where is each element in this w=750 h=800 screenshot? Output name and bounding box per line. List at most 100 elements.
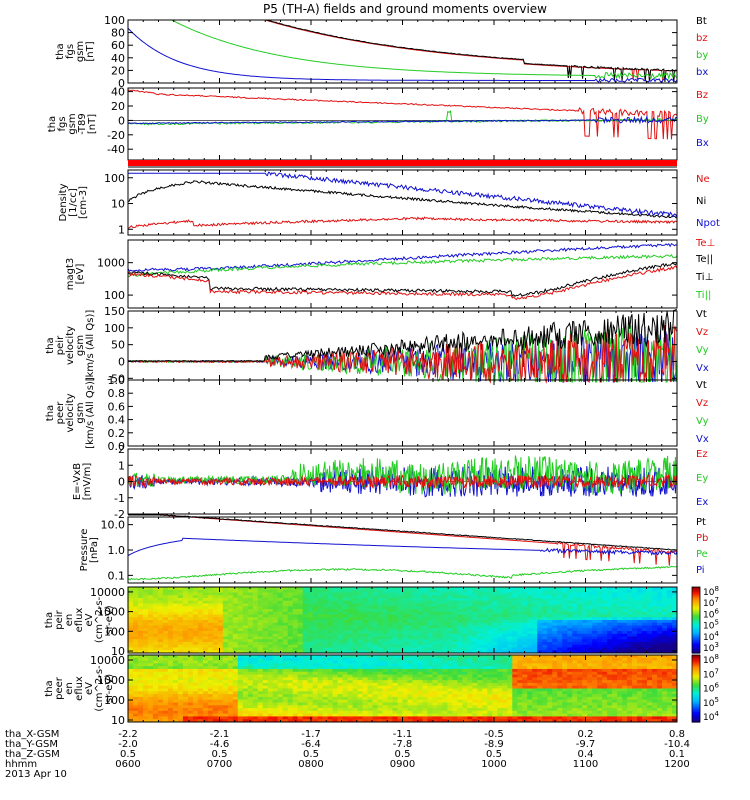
spectrogram-cell — [217, 589, 224, 593]
spectrogram-cell — [128, 614, 134, 618]
spectrogram-cell — [252, 611, 259, 615]
spectrogram-cell — [237, 716, 244, 720]
spectrogram-cell — [252, 657, 259, 662]
spectrogram-cell — [262, 657, 269, 662]
spectrogram-cell — [602, 592, 608, 596]
spectrogram-cell — [297, 713, 304, 717]
spectrogram-cell — [352, 705, 359, 709]
spectrogram-cell — [147, 620, 154, 624]
spectrogram-cell — [147, 631, 154, 635]
spectrogram-cell — [422, 642, 428, 646]
spectrogram-cell — [392, 617, 399, 621]
spectrogram-cell — [412, 622, 418, 626]
spectrogram-cell — [597, 620, 603, 624]
spectrogram-cell — [307, 666, 314, 670]
spectrogram-cell — [337, 668, 344, 673]
spectrogram-cell — [232, 696, 239, 701]
spectrogram-cell — [227, 716, 234, 720]
spectrogram-cell — [582, 617, 588, 621]
spectrogram-cell — [527, 606, 533, 610]
spectrogram-cell — [217, 702, 224, 706]
spectrogram-cell — [487, 650, 493, 654]
spectrogram-cell — [207, 668, 214, 673]
spectrogram-cell — [227, 702, 234, 706]
spectrogram-cell — [552, 636, 558, 640]
spectrogram-cell — [172, 625, 179, 629]
spectrogram-cell — [432, 633, 438, 637]
spectrogram-cell — [367, 592, 374, 596]
spectrogram-cell — [627, 600, 633, 604]
spectrogram-cell — [417, 622, 423, 626]
spectrogram-cell — [462, 644, 468, 648]
spectrogram-cell — [597, 603, 603, 607]
spectrogram-cell — [352, 716, 359, 720]
spectrogram-cell — [627, 609, 633, 613]
spectrogram-cell — [207, 620, 214, 624]
spectrogram-cell — [202, 595, 209, 599]
spectrogram-cell — [512, 603, 518, 607]
spectrogram-cell — [587, 622, 593, 626]
spectrogram-cell — [312, 682, 319, 687]
spectrogram-cell — [337, 622, 344, 626]
spectrogram-cell — [242, 663, 249, 667]
spectrogram-cell — [462, 589, 468, 593]
spectrogram-cell — [232, 592, 239, 596]
spectrogram-cell — [387, 694, 394, 698]
spectrogram-cell — [227, 691, 234, 695]
spectrogram-cell — [442, 587, 448, 591]
spectrogram-cell — [342, 691, 349, 695]
spectrogram-cell — [262, 713, 269, 717]
spectrogram-cell — [337, 685, 344, 689]
spectrogram-cell — [128, 708, 134, 712]
spectrogram-cell — [412, 639, 418, 643]
spectrogram-cell — [482, 633, 488, 637]
spectrogram-cell — [612, 600, 618, 604]
spectrogram-cell — [267, 708, 274, 712]
spectrogram-cell — [392, 595, 399, 599]
spectrogram-cell — [542, 642, 548, 646]
spectrogram-cell — [357, 671, 364, 676]
spectrogram-cell — [637, 628, 643, 632]
spectrogram-cell — [387, 696, 394, 701]
spectrogram-cell — [227, 617, 234, 621]
spectrogram-cell — [502, 589, 508, 593]
spectrogram-cell — [197, 694, 204, 698]
spectrogram-cell — [247, 595, 254, 599]
spectrogram-cell — [612, 611, 618, 615]
spectrogram-cell — [157, 587, 164, 591]
spectrogram-cell — [202, 620, 209, 624]
spectrogram-cell — [542, 611, 548, 615]
spectrogram-cell — [507, 642, 513, 646]
spectrogram-cell — [282, 622, 289, 626]
spectrogram-cell — [352, 644, 359, 648]
spectrogram-cell — [277, 657, 284, 662]
spectrogram-cell — [482, 642, 488, 646]
spectrogram-cell — [277, 699, 284, 703]
spectrogram-cell — [557, 595, 563, 599]
spectrogram-cell — [192, 694, 199, 698]
spectrogram-cell — [647, 631, 653, 635]
spectrogram-cell — [237, 674, 244, 678]
spectrogram-cell — [142, 598, 149, 602]
spectrogram-cell — [342, 699, 349, 703]
spectrogram-cell — [372, 694, 379, 698]
spectrogram-cell — [522, 631, 528, 635]
spectrogram-cell — [367, 628, 374, 632]
spectrogram-cell — [132, 719, 139, 722]
spectrogram-cell — [427, 642, 433, 646]
spectrogram-cell — [302, 617, 309, 621]
spectrogram-cell — [172, 671, 179, 676]
spectrogram-cell — [402, 622, 408, 626]
spectrogram-cell — [352, 617, 359, 621]
spectrogram-cell — [287, 603, 294, 607]
spectrogram-cell — [292, 622, 299, 626]
y-axis-label: peir — [54, 609, 65, 629]
spectrogram-cell — [442, 628, 448, 632]
colorbar-cell — [692, 595, 700, 598]
spectrogram-cell — [422, 595, 428, 599]
spectrogram-cell — [282, 713, 289, 717]
spectrogram-cell — [292, 682, 299, 687]
spectrogram-cell — [427, 606, 433, 610]
spectrogram-cell — [417, 587, 423, 591]
spectrogram-cell — [477, 639, 483, 643]
